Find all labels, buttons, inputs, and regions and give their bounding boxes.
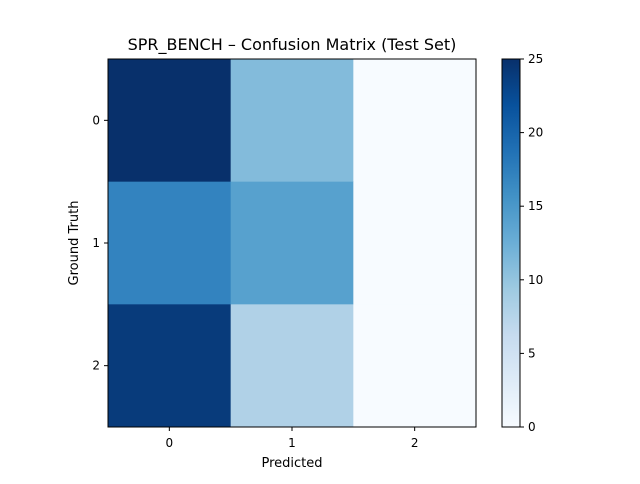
y-tick-label: 0 (92, 113, 100, 127)
x-tick-label: 1 (288, 436, 296, 450)
x-tick-label: 0 (166, 436, 174, 450)
x-axis-label: Predicted (261, 456, 322, 471)
x-axis-ticks: 0 1 2 (166, 427, 419, 450)
heatmap-cells (108, 59, 477, 428)
y-axis-ticks: 0 1 2 (92, 113, 108, 372)
heatmap-cell-2-1 (231, 304, 354, 427)
chart-title: SPR_BENCH – Confusion Matrix (Test Set) (128, 35, 457, 55)
colorbar-tick-label: 0 (528, 420, 536, 434)
colorbar-tick-label: 25 (528, 52, 543, 66)
colorbar-ticks: 0 5 10 15 20 25 (520, 52, 543, 434)
heatmap-cell-0-1 (231, 59, 354, 182)
colorbar-tick-label: 10 (528, 273, 543, 287)
y-axis-label: Ground Truth (67, 201, 82, 286)
colorbar (502, 59, 520, 427)
y-tick-label: 2 (92, 359, 100, 373)
heatmap-cell-2-0 (108, 304, 231, 427)
heatmap-cell-1-2 (353, 182, 476, 305)
colorbar-tick-label: 5 (528, 346, 536, 360)
colorbar-tick-label: 20 (528, 126, 543, 140)
heatmap-cell-1-1 (231, 182, 354, 305)
y-tick-label: 1 (92, 236, 100, 250)
heatmap-cell-2-2 (353, 304, 476, 427)
heatmap-cell-0-2 (353, 59, 476, 182)
colorbar-tick-label: 15 (528, 199, 543, 213)
heatmap-cell-0-0 (108, 59, 231, 182)
heatmap-cell-1-0 (108, 182, 231, 305)
x-tick-label: 2 (411, 436, 419, 450)
